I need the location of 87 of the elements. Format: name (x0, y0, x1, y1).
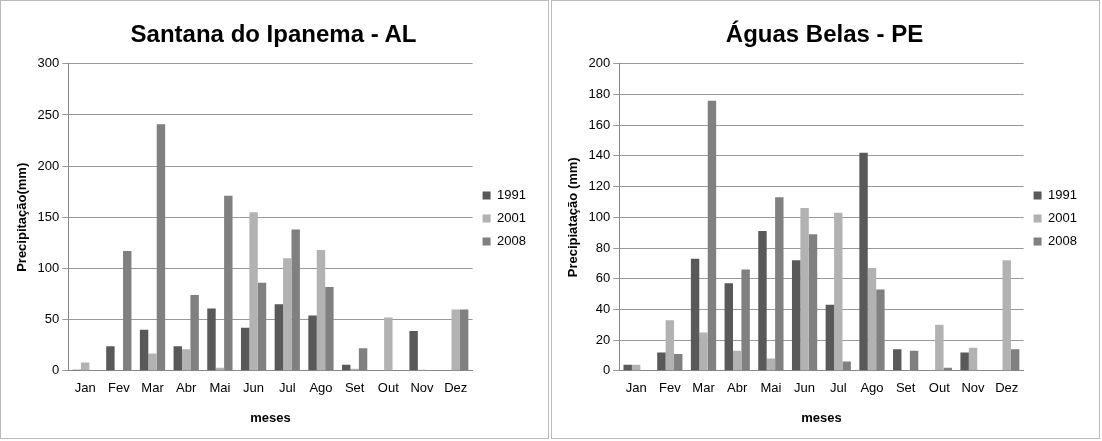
x-tick-label: Mar (141, 380, 165, 396)
y-tick-label: 200 (588, 55, 611, 71)
x-tick-label: Set (344, 380, 365, 396)
bar (893, 349, 902, 371)
bar (657, 352, 666, 371)
x-tick-label: Fev (107, 380, 131, 396)
y-tick-label: 20 (595, 331, 611, 347)
y-tick-label: 0 (603, 362, 611, 378)
bar (409, 330, 418, 371)
bar (182, 349, 191, 371)
x-tick-label: Dez (995, 380, 1019, 396)
bar (960, 352, 969, 371)
bar (825, 304, 835, 371)
x-tick-label: Jul (829, 380, 847, 396)
legend-label: 2008 (497, 233, 526, 249)
chart-title: Santana do Ipanema - AL (130, 20, 417, 48)
y-tick-label: 0 (52, 362, 60, 378)
legend-label: 1991 (497, 187, 526, 203)
bar (834, 212, 843, 371)
y-tick-label: 60 (595, 270, 611, 286)
x-tick-label: Ago (860, 380, 884, 396)
x-axis-title: meses (250, 409, 291, 425)
bar (791, 260, 801, 371)
y-tick-label: 150 (37, 208, 60, 224)
bar (308, 315, 317, 371)
x-tick-label: Mai (209, 380, 231, 396)
bar (733, 350, 742, 371)
chart-title: Águas Belas - PE (725, 20, 924, 48)
x-tick-label: Nov (410, 380, 435, 396)
bar (207, 308, 216, 371)
bar (249, 212, 258, 371)
bar (724, 283, 733, 371)
bar (384, 317, 393, 371)
y-axis-title: Precipitação(mm) (14, 162, 30, 272)
bar (968, 347, 978, 371)
legend-label: 2001 (497, 210, 526, 226)
y-tick-label: 80 (595, 239, 611, 255)
y-axis-title: Precipiatação (mm) (565, 157, 581, 278)
bar (106, 346, 115, 371)
bar (665, 320, 675, 371)
x-tick-label: Out (377, 380, 400, 396)
x-tick-label: Jun (794, 380, 816, 396)
y-tick-label: 100 (588, 208, 611, 224)
x-tick-label: Fev (658, 380, 682, 396)
bar (173, 346, 182, 371)
y-tick-label: 250 (37, 106, 60, 122)
bar (1002, 260, 1011, 371)
x-tick-label: Nov (961, 380, 986, 396)
y-tick-label: 160 (588, 116, 611, 132)
y-tick-label: 300 (37, 55, 60, 71)
bar (139, 329, 149, 371)
x-tick-label: Jun (243, 380, 265, 396)
x-tick-label: Abr (727, 380, 748, 396)
y-tick-label: 120 (588, 178, 611, 194)
y-tick-label: 140 (588, 147, 611, 163)
x-tick-label: Dez (444, 380, 468, 396)
x-tick-label: Jan (625, 380, 647, 396)
bar (316, 250, 326, 371)
bar (800, 208, 809, 371)
x-axis-title: meses (801, 409, 842, 425)
y-tick-label: 100 (37, 260, 60, 276)
bar (451, 309, 460, 371)
bar (867, 267, 877, 371)
x-tick-label: Jan (74, 380, 96, 396)
bar (690, 258, 700, 371)
y-tick-label: 50 (44, 311, 60, 327)
legend-label: 1991 (1048, 187, 1077, 203)
x-tick-label: Set (895, 380, 916, 396)
x-tick-label: Mar (692, 380, 716, 396)
y-tick-label: 40 (595, 300, 611, 316)
bar (240, 327, 250, 371)
x-tick-label: Abr (176, 380, 197, 396)
bar (758, 231, 767, 371)
legend-label: 2001 (1048, 210, 1077, 226)
x-tick-label: Out (928, 380, 951, 396)
x-tick-label: Mai (760, 380, 782, 396)
bar (935, 324, 944, 371)
bar (148, 353, 157, 371)
bar (699, 332, 708, 371)
x-tick-label: Jul (278, 380, 296, 396)
bar (859, 152, 868, 371)
y-tick-label: 180 (588, 86, 611, 102)
x-tick-label: Ago (309, 380, 333, 396)
legend-label: 2008 (1048, 233, 1077, 249)
bar (274, 304, 284, 371)
bar (283, 258, 292, 371)
y-tick-label: 200 (37, 157, 60, 173)
